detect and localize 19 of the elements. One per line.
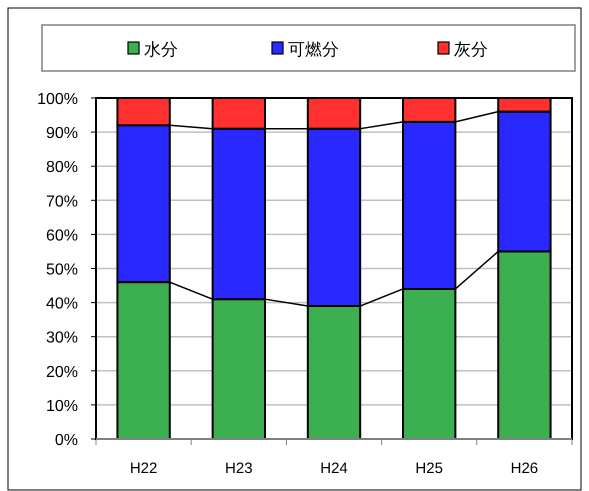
y-tick-label: 10% (46, 398, 78, 415)
x-tick-label: H22 (130, 460, 158, 477)
x-tick-label: H26 (510, 460, 538, 477)
y-tick-label: 60% (46, 227, 78, 244)
y-tick-label: 0% (54, 432, 78, 449)
y-tick-label: 70% (46, 193, 78, 210)
legend-label: 水分 (144, 40, 178, 59)
y-tick-label: 30% (46, 330, 78, 347)
y-tick-label: 80% (46, 159, 78, 176)
y-tick-label: 40% (46, 296, 78, 313)
legend-label: 可燃分 (288, 40, 339, 59)
x-tick-label: H25 (415, 460, 443, 477)
legend-label: 灰分 (454, 40, 488, 59)
y-tick-label: 90% (46, 125, 78, 142)
y-tick-label: 50% (46, 262, 78, 278)
y-tick-label: 20% (46, 364, 78, 381)
x-tick-label: H23 (225, 460, 253, 477)
x-tick-label: H24 (320, 460, 348, 477)
y-tick-label: 100% (37, 91, 78, 108)
